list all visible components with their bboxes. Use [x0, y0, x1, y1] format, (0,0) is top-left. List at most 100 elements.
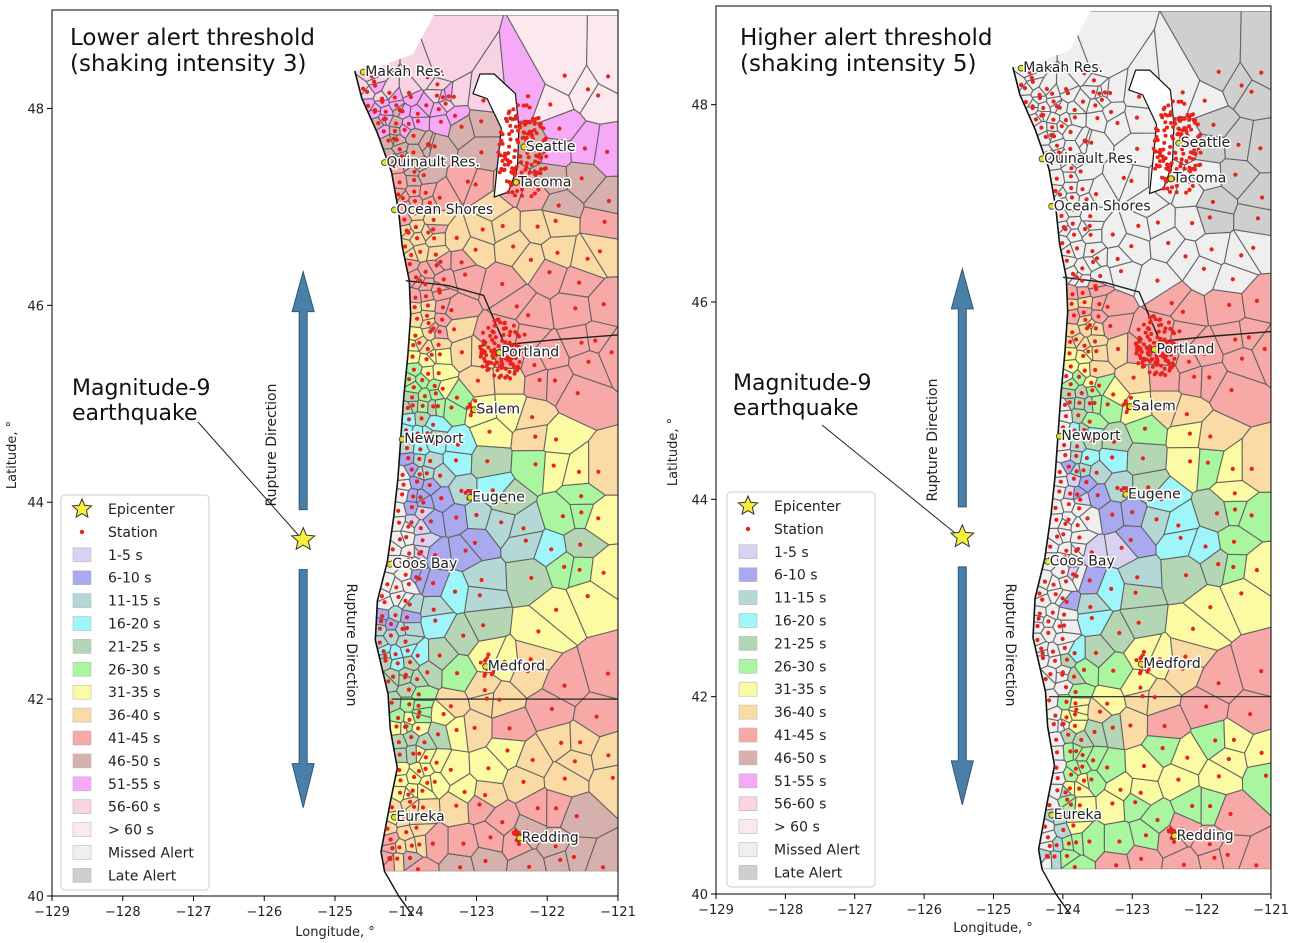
station-dot — [1133, 341, 1138, 346]
station-dot — [513, 116, 518, 121]
station-dot — [1169, 301, 1174, 306]
rupture-label-north: Rupture Direction — [264, 384, 280, 507]
station-dot — [585, 256, 590, 261]
station-dot — [579, 494, 584, 499]
station-dot — [534, 131, 539, 136]
voronoi-cell — [1086, 334, 1110, 348]
station-dot — [1072, 865, 1077, 870]
station-dot — [1254, 298, 1260, 303]
station-dot — [463, 548, 468, 553]
station-dot — [1249, 513, 1254, 518]
station-dot — [1077, 506, 1082, 511]
station-dot — [1146, 485, 1151, 490]
station-dot — [1229, 388, 1234, 393]
city-marker — [495, 349, 503, 356]
station-dot — [433, 553, 438, 558]
station-dot — [400, 472, 405, 477]
station-dot — [1060, 241, 1065, 246]
station-dot — [512, 371, 517, 376]
station-dot — [530, 415, 535, 420]
station-dot — [1093, 650, 1099, 656]
voronoi-cell — [430, 337, 453, 351]
station-dot — [1058, 479, 1063, 484]
station-dot — [511, 323, 516, 328]
station-dot — [488, 333, 493, 338]
station-dot — [1176, 131, 1181, 136]
station-dot — [1064, 258, 1069, 263]
station-dot — [1239, 253, 1244, 258]
station-dot — [406, 687, 411, 692]
station-dot — [1044, 86, 1049, 92]
voronoi-cell — [401, 593, 425, 615]
station-dot — [571, 854, 577, 860]
station-dot — [535, 806, 540, 811]
city-label: Eugene — [472, 489, 525, 505]
station-dot — [1162, 140, 1167, 145]
station-dot — [1137, 335, 1142, 340]
station-dot — [538, 121, 543, 126]
station-dot — [521, 182, 526, 186]
station-dot — [1201, 266, 1206, 271]
station-dot — [1163, 326, 1168, 331]
station-dot — [1053, 154, 1058, 159]
station-dot — [361, 86, 366, 91]
station-dot — [1138, 790, 1143, 795]
station-dot — [396, 192, 401, 197]
station-dot — [1081, 310, 1086, 315]
station-dot — [1184, 159, 1189, 164]
station-dot — [1063, 453, 1068, 458]
station-dot — [1114, 863, 1119, 868]
station-dot — [1019, 82, 1024, 87]
station-dot — [1073, 337, 1079, 342]
station-dot — [435, 732, 441, 737]
station-dot — [1072, 107, 1077, 113]
station-dot — [1064, 853, 1070, 859]
station-dot — [1172, 117, 1177, 122]
station-dot — [1163, 373, 1168, 378]
station-dot — [1053, 592, 1058, 597]
station-dot — [1204, 704, 1209, 709]
station-dot — [1170, 361, 1175, 366]
station-dot — [1102, 90, 1108, 95]
station-dot — [396, 508, 401, 513]
station-dot — [416, 164, 421, 169]
y-tick-label: 44 — [27, 496, 44, 511]
station-dot — [397, 845, 402, 850]
station-dot — [1185, 133, 1190, 138]
station-dot — [502, 154, 507, 159]
station-dot — [1128, 537, 1133, 543]
station-dot — [1043, 676, 1048, 682]
station-dot — [1180, 90, 1185, 95]
station-dot — [523, 167, 528, 172]
station-dot — [507, 180, 512, 185]
station-dot — [1163, 120, 1168, 125]
station-dot — [508, 376, 513, 381]
station-dot — [407, 602, 412, 607]
station-dot — [502, 162, 507, 167]
city-marker — [398, 435, 406, 443]
station-dot — [1258, 146, 1263, 151]
station-dot — [1081, 778, 1087, 783]
station-dot — [397, 537, 402, 542]
station-dot — [548, 102, 553, 107]
station-dot — [422, 740, 427, 745]
station-dot — [1177, 329, 1182, 334]
station-dot — [1109, 109, 1114, 115]
city-marker — [1151, 345, 1158, 353]
city-marker — [1017, 64, 1025, 72]
city-label: Ocean Shores — [1054, 198, 1151, 214]
station-dot — [406, 582, 411, 587]
station-dot — [406, 417, 412, 422]
x-tick-label: −126 — [246, 905, 282, 920]
station-dot — [394, 724, 399, 729]
station-dot — [1143, 330, 1148, 335]
station-dot — [1171, 341, 1176, 346]
station-dot — [412, 305, 417, 310]
station-dot — [1134, 658, 1139, 663]
city-marker — [1175, 139, 1183, 147]
legend-swatch — [72, 616, 92, 631]
axis-ticks: −129 −128 −127 −126 −125 −124 −123 −122 −121 40 42… — [27, 102, 635, 920]
station-dot — [397, 107, 402, 113]
station-dot — [405, 648, 410, 653]
station-dot — [1141, 358, 1146, 363]
